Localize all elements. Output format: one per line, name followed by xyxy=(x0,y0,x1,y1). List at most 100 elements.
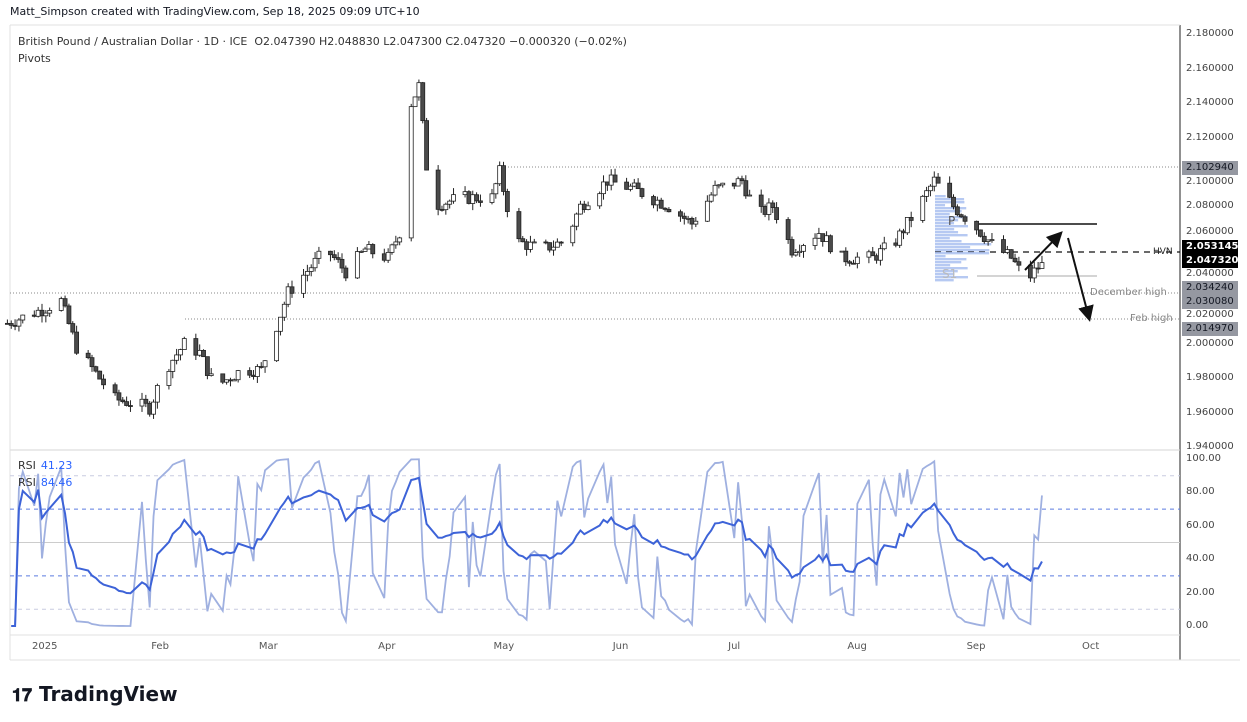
volume-profile-bar xyxy=(935,261,962,264)
candle xyxy=(343,267,349,279)
candle xyxy=(247,370,253,376)
volume-profile-bar xyxy=(935,234,968,237)
candle xyxy=(1016,261,1022,266)
rsi-legend-2[interactable]: RSI 84.46 xyxy=(18,476,72,489)
candle xyxy=(8,323,14,326)
candle xyxy=(770,202,776,208)
candle xyxy=(558,241,564,244)
feb-high-label: Feb high xyxy=(1130,313,1173,324)
price-label: 2.047320 xyxy=(1182,254,1239,268)
price-label: 2.030080 xyxy=(1182,295,1238,309)
credit-text: Matt_Simpson created with TradingView.co… xyxy=(10,5,420,18)
candle xyxy=(389,244,395,253)
candle xyxy=(693,220,699,225)
candle xyxy=(208,373,214,376)
candle xyxy=(954,206,960,216)
price-label: 2.014970 xyxy=(1182,322,1238,336)
candle xyxy=(362,248,368,252)
volume-profile-bar xyxy=(935,270,958,273)
price-tick: 2.080000 xyxy=(1186,200,1234,212)
rsi-legend-1[interactable]: RSI 41.23 xyxy=(18,459,72,472)
volume-profile-bar xyxy=(935,210,962,213)
candle xyxy=(604,181,610,186)
candle xyxy=(397,237,403,243)
time-tick: Feb xyxy=(151,641,169,652)
down-arrow xyxy=(1067,237,1094,322)
rsi-tick: 0.00 xyxy=(1186,620,1209,631)
candle xyxy=(812,237,818,246)
candle xyxy=(381,253,387,261)
candle xyxy=(866,251,872,258)
candle xyxy=(551,246,556,251)
symbol-name: British Pound / Australian Dollar · 1D ·… xyxy=(18,35,248,48)
brand-name: TradingView xyxy=(39,682,178,706)
candle xyxy=(924,190,929,197)
candle xyxy=(758,194,764,207)
candle xyxy=(89,357,95,368)
candle xyxy=(335,257,341,260)
candle xyxy=(785,219,791,240)
candle xyxy=(1039,262,1045,269)
candle xyxy=(974,220,979,231)
price-label: 2.034240 xyxy=(1182,281,1238,295)
candle xyxy=(931,176,937,187)
candle xyxy=(1004,249,1010,253)
candle xyxy=(393,241,399,246)
candle xyxy=(816,233,822,239)
candle xyxy=(689,217,695,225)
candle xyxy=(762,206,768,215)
candle xyxy=(301,274,306,294)
candle xyxy=(224,379,230,383)
candle xyxy=(739,178,745,182)
rsi-tick: 80.00 xyxy=(1186,486,1215,498)
candle xyxy=(478,200,483,203)
candle xyxy=(981,235,987,242)
candle xyxy=(435,169,441,210)
candle xyxy=(251,374,256,377)
candle xyxy=(93,366,99,372)
candle xyxy=(824,235,829,242)
candle xyxy=(354,251,360,279)
candle xyxy=(570,225,576,244)
candle xyxy=(285,286,291,305)
candle xyxy=(170,359,176,372)
volume-profile-bar xyxy=(935,222,955,225)
tradingview-logo[interactable]: 𝟏𝟕 TradingView xyxy=(12,682,178,706)
candle xyxy=(662,207,668,210)
candle xyxy=(204,356,210,376)
candle xyxy=(989,239,995,241)
candle xyxy=(874,255,879,261)
candle xyxy=(708,194,714,202)
candle xyxy=(547,242,553,251)
candle xyxy=(1001,239,1006,253)
candle xyxy=(151,401,156,415)
candle xyxy=(147,402,153,415)
candle xyxy=(308,267,314,272)
candle xyxy=(820,233,826,242)
candle xyxy=(978,229,983,237)
candle xyxy=(201,349,206,358)
volume-profile-bar xyxy=(935,279,954,282)
candle xyxy=(462,191,468,196)
candle xyxy=(628,185,633,190)
candle xyxy=(524,241,529,250)
candle xyxy=(474,194,479,202)
pivots-indicator-label[interactable]: Pivots xyxy=(18,52,51,65)
volume-profile-bar xyxy=(935,213,950,216)
volume-profile-bar xyxy=(935,246,971,249)
candle xyxy=(470,194,476,204)
rsi-tick: 100.00 xyxy=(1186,453,1221,464)
volume-profile-bar xyxy=(935,249,990,252)
candle xyxy=(801,245,806,252)
candle xyxy=(797,250,803,253)
candle xyxy=(254,366,260,377)
candle xyxy=(681,215,687,219)
candle xyxy=(43,312,49,317)
candle xyxy=(16,319,22,327)
hvn-label: HVN xyxy=(1153,247,1173,257)
candle xyxy=(928,185,933,192)
candle xyxy=(47,310,53,314)
price-tick: 2.040000 xyxy=(1186,268,1234,279)
